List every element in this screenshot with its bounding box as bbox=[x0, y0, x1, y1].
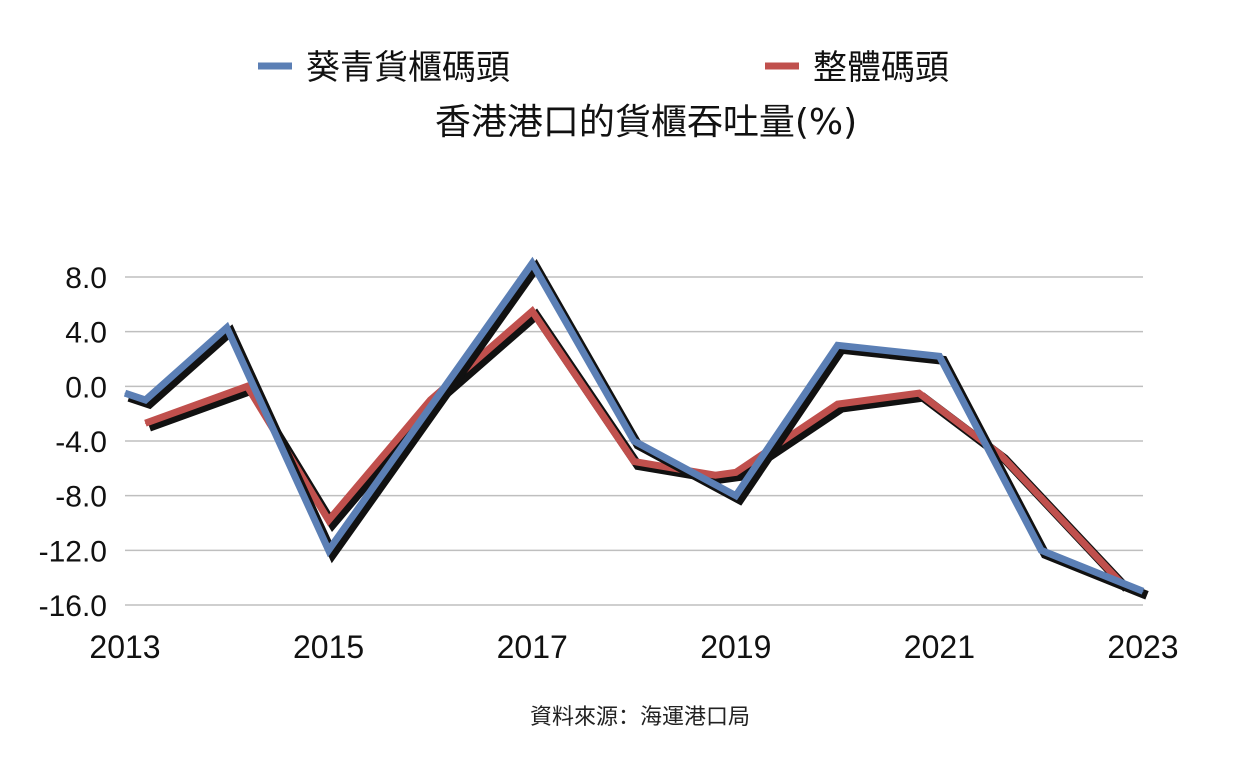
data-point bbox=[429, 399, 431, 401]
data-point bbox=[246, 385, 248, 387]
data-point bbox=[735, 495, 737, 497]
data-point bbox=[144, 399, 146, 401]
data-point bbox=[226, 327, 228, 329]
data-point bbox=[1040, 549, 1042, 551]
data-point bbox=[633, 461, 635, 462]
data-point bbox=[1142, 590, 1144, 592]
series-line bbox=[123, 256, 1145, 595]
y-tick-label: -16.0 bbox=[39, 590, 107, 623]
data-point bbox=[837, 344, 839, 346]
data-point bbox=[144, 422, 146, 424]
series-1 bbox=[144, 305, 1130, 592]
legend-label-overall: 整體碼頭 bbox=[813, 48, 949, 88]
data-point bbox=[837, 403, 839, 405]
series-line-shadow bbox=[127, 258, 1149, 600]
series-line bbox=[144, 305, 1126, 587]
data-point bbox=[328, 519, 330, 521]
y-tick-label: -4.0 bbox=[55, 426, 107, 459]
data-point bbox=[918, 392, 920, 394]
data-point bbox=[531, 310, 533, 312]
data-point bbox=[938, 355, 940, 357]
series-0 bbox=[123, 256, 1149, 600]
y-tick-label: 0.0 bbox=[65, 371, 107, 404]
x-tick-label: 2023 bbox=[1107, 629, 1178, 665]
data-point bbox=[1000, 454, 1001, 456]
x-tick-label: 2013 bbox=[89, 629, 160, 665]
chart-title: 香港港口的貨櫃吞吐量(%) bbox=[435, 102, 857, 143]
legend: 葵青貨櫃碼頭 整體碼頭 bbox=[258, 48, 949, 88]
data-point bbox=[735, 471, 737, 473]
x-tick-label: 2019 bbox=[700, 629, 771, 665]
x-tick-label: 2021 bbox=[904, 629, 975, 665]
x-tick-label: 2017 bbox=[497, 629, 568, 665]
data-point bbox=[124, 392, 126, 394]
y-tick-label: -12.0 bbox=[39, 535, 107, 568]
x-tick-label: 2015 bbox=[293, 629, 364, 665]
plot-area bbox=[123, 256, 1149, 600]
source-note: 資料來源：海運港口局 bbox=[530, 705, 750, 730]
x-axis-ticks: 2013 2015 2017 2019 2021 2023 bbox=[89, 629, 1178, 665]
y-tick-label: 8.0 bbox=[65, 262, 107, 295]
data-point bbox=[714, 474, 716, 476]
data-point bbox=[633, 440, 635, 442]
series-line-shadow bbox=[147, 308, 1130, 592]
y-axis-ticks: 8.0 4.0 0.0 -4.0 -8.0 -12.0 -16.0 bbox=[39, 262, 107, 623]
data-point bbox=[328, 549, 330, 551]
y-tick-label: -8.0 bbox=[55, 481, 107, 514]
data-point bbox=[429, 406, 431, 408]
data-point bbox=[531, 262, 533, 264]
legend-label-kwai-tsing: 葵青貨櫃碼頭 bbox=[306, 48, 510, 88]
y-tick-label: 4.0 bbox=[65, 317, 107, 350]
